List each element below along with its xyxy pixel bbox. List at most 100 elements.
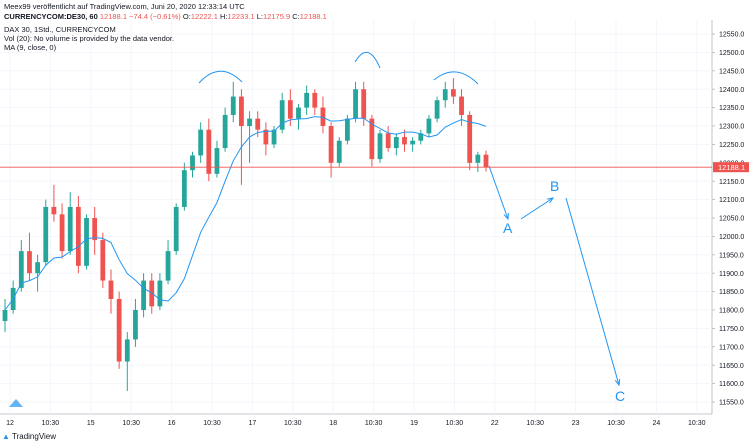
x-tick-label: 10:30 xyxy=(526,420,544,427)
low-label: L: xyxy=(256,12,264,21)
candle-body xyxy=(206,129,212,174)
candle-body xyxy=(18,251,24,288)
candle-body xyxy=(304,92,310,108)
chart-grid xyxy=(0,20,713,415)
high-value: 12233.1 xyxy=(227,12,255,21)
arrow-to-a-head xyxy=(503,212,509,221)
candle-body xyxy=(418,133,424,141)
y-tick-label: 12400.0 xyxy=(719,87,744,94)
price-chart[interactable]: 12550.0 12500.0 12450.0 12400.0 12350.0 12300… xyxy=(0,20,750,432)
x-tick-label: 10:30 xyxy=(122,420,140,427)
candle-body xyxy=(410,140,416,145)
price-tag-label: 12188.1 xyxy=(718,163,745,172)
candle-body xyxy=(467,114,473,163)
candle-body xyxy=(100,240,106,281)
symbol-name: CURRENCYCOM:DE30, 60 xyxy=(4,12,98,21)
candle-body xyxy=(141,280,146,310)
close-label: C: xyxy=(292,12,300,21)
published-info: Meex99 veröffentlicht auf TradingView.co… xyxy=(4,2,245,11)
footer-brand: ▲ TradingView xyxy=(2,432,56,441)
right-shoulder-arc xyxy=(433,71,479,85)
candle-body xyxy=(2,310,8,322)
candle-body xyxy=(361,89,367,119)
candle-body xyxy=(35,262,41,274)
symbol-header: CURRENCYCOM:DE30, 60 12188.1 −74.4 (−0.6… xyxy=(4,12,327,21)
y-tick-label: 12500.0 xyxy=(719,50,744,57)
close-value: 12188.1 xyxy=(299,12,327,21)
candle-body xyxy=(263,129,269,145)
candle-body xyxy=(190,155,195,171)
price-change: −74.4 (−0.61%) xyxy=(129,12,181,21)
candle-body xyxy=(92,218,98,241)
y-tick-label: 11750.0 xyxy=(719,326,744,333)
y-tick-label: 12150.0 xyxy=(719,179,744,186)
candle-body xyxy=(385,133,391,149)
x-tick-label: 19 xyxy=(410,420,418,427)
x-tick-label: 10:30 xyxy=(446,420,464,427)
candle-body xyxy=(165,251,171,281)
candle-body xyxy=(67,206,73,252)
candle-body xyxy=(287,100,293,119)
x-tick-label: 18 xyxy=(329,420,337,427)
y-tick-label: 11600.0 xyxy=(719,381,744,388)
y-axis: 12550.0 12500.0 12450.0 12400.0 12350.0 12300… xyxy=(712,32,744,407)
legend-volume: Vol (20): No volume is provided by the d… xyxy=(4,34,175,43)
high-label: H: xyxy=(220,12,228,21)
candle-body xyxy=(230,96,236,115)
x-tick-label: 22 xyxy=(491,420,499,427)
y-tick-label: 12250.0 xyxy=(719,142,744,149)
low-value: 12175.9 xyxy=(263,12,291,21)
y-tick-label: 12000.0 xyxy=(719,234,744,241)
candle-body xyxy=(459,96,464,115)
candle-body xyxy=(108,280,114,299)
candle-body xyxy=(247,118,252,126)
x-tick-label: 17 xyxy=(249,420,257,427)
x-tick-label: 15 xyxy=(87,420,95,427)
arrow-to-b xyxy=(520,197,554,220)
open-value: 12222.1 xyxy=(190,12,218,21)
candle-body xyxy=(345,118,350,141)
left-shoulder-arc xyxy=(198,70,243,84)
candle-body xyxy=(393,137,399,149)
x-tick-label: 16 xyxy=(168,420,176,427)
y-tick-label: 11850.0 xyxy=(719,289,744,296)
tradingview-watermark-icon xyxy=(9,399,23,407)
candle-body xyxy=(51,206,57,215)
candle-body xyxy=(426,118,432,134)
y-tick-label: 12100.0 xyxy=(719,197,744,204)
open-label: O: xyxy=(182,12,191,21)
arrow-to-c xyxy=(565,197,620,386)
arrow-to-c-head xyxy=(614,378,621,387)
candle-body xyxy=(222,114,228,149)
last-price: 12188.1 xyxy=(99,12,127,21)
candle-body xyxy=(353,89,358,119)
candle-body xyxy=(59,214,65,252)
candle-body xyxy=(239,96,244,126)
candle-body xyxy=(124,339,130,362)
y-tick-label: 12050.0 xyxy=(719,216,744,223)
candle-body xyxy=(43,206,49,263)
y-tick-label: 11950.0 xyxy=(719,252,744,259)
y-tick-label: 12550.0 xyxy=(719,32,744,39)
candle-body xyxy=(198,129,204,156)
candle-body xyxy=(75,206,81,266)
candle-body xyxy=(157,280,163,307)
y-tick-label: 11550.0 xyxy=(719,400,744,407)
candle-body xyxy=(483,154,489,168)
candles xyxy=(2,78,489,391)
footer-brand-text: TradingView xyxy=(12,432,57,441)
candle-body xyxy=(173,206,179,252)
head-arc xyxy=(354,52,381,69)
candle-body xyxy=(377,133,383,160)
candle-body xyxy=(271,129,277,145)
price-tag xyxy=(713,162,749,173)
x-tick-label: 10:30 xyxy=(284,420,302,427)
candle-body xyxy=(214,148,220,174)
candle-body xyxy=(369,118,375,160)
candle-body xyxy=(116,298,122,362)
x-axis: 12 10:30 15 10:30 16 10:30 17 10:30 18 10:30 19 10:… xyxy=(6,420,706,427)
wave-label-c: C xyxy=(615,388,625,404)
x-tick-label: 23 xyxy=(572,420,580,427)
candle-body xyxy=(320,107,326,126)
x-tick-label: 10:30 xyxy=(607,420,625,427)
